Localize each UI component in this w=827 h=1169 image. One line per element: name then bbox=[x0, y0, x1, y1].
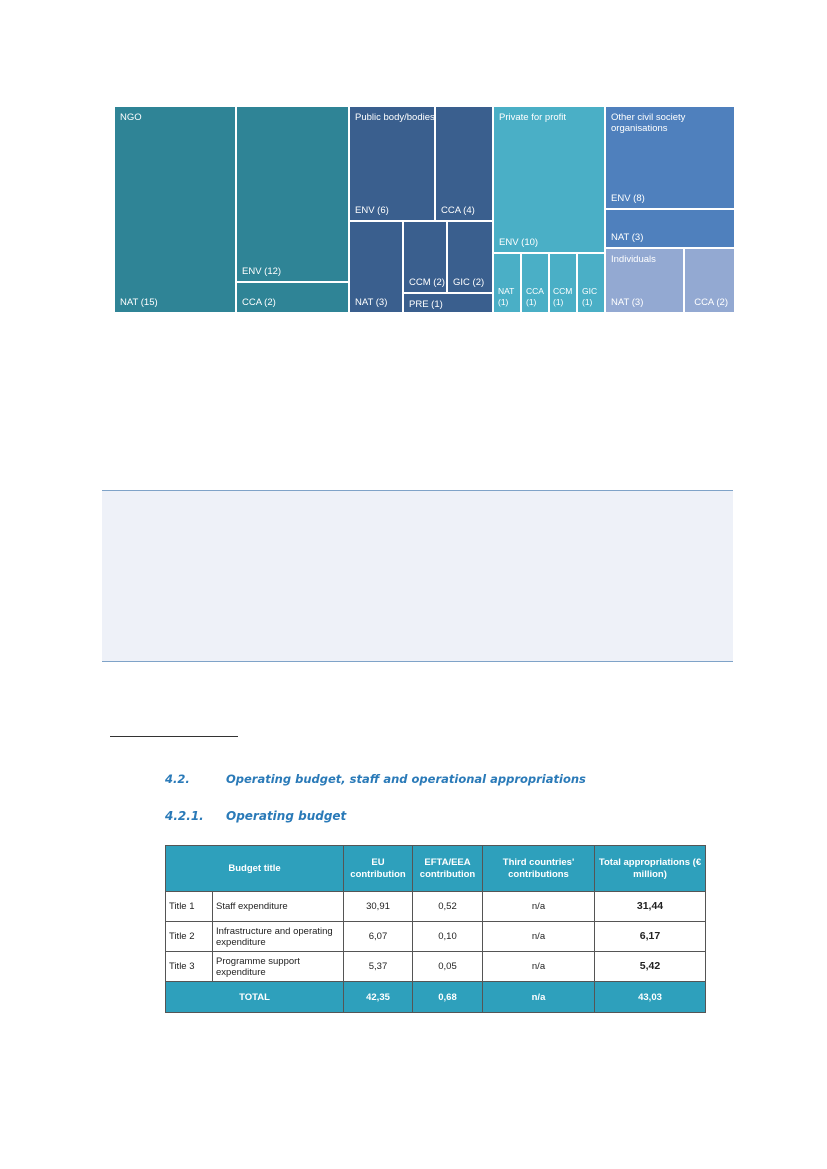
treemap-private-ccm: CCM (1) bbox=[550, 254, 576, 312]
row-description: Staff expenditure bbox=[212, 891, 344, 922]
row-total: 6,17 bbox=[594, 921, 706, 952]
row-total: 5,42 bbox=[594, 951, 706, 982]
treemap-public-cca-label: CCA (4) bbox=[441, 205, 475, 216]
table-row: Title 1 Staff expenditure 30,91 0,52 n/a… bbox=[165, 891, 706, 922]
treemap-public-label: Public body/bodies bbox=[355, 112, 435, 123]
row-efta: 0,52 bbox=[412, 891, 483, 922]
treemap-individuals-cca-label: CCA (2) bbox=[694, 297, 728, 308]
total-eu: 42,35 bbox=[343, 981, 413, 1013]
row-eu: 5,37 bbox=[343, 951, 413, 982]
treemap-other-env: Other civil society organisations ENV (8… bbox=[606, 107, 734, 208]
row-title: Title 1 bbox=[165, 891, 213, 922]
treemap-private-cca-label: CCA (1) bbox=[526, 286, 544, 307]
treemap-private-label: Private for profit bbox=[499, 112, 567, 123]
treemap-private-gic: GIC (1) bbox=[578, 254, 604, 312]
treemap-ngo-env: ENV (12) bbox=[237, 107, 348, 281]
header-budget-title: Budget title bbox=[165, 845, 344, 892]
table-row: Title 3 Programme support expenditure 5,… bbox=[165, 951, 706, 982]
treemap-other-label: Other civil society organisations bbox=[611, 112, 686, 134]
total-efta: 0,68 bbox=[412, 981, 483, 1013]
treemap-individuals-label: Individuals bbox=[611, 254, 656, 265]
treemap-public-cca: CCA (4) bbox=[436, 107, 492, 220]
treemap-ngo-cca-label: CCA (2) bbox=[242, 297, 276, 308]
operating-budget-table: Budget title EU contribution EFTA/EEA co… bbox=[165, 845, 706, 1013]
table-row: Title 2 Infrastructure and operating exp… bbox=[165, 921, 706, 952]
treemap-public-ccm: CCM (2) bbox=[404, 222, 446, 292]
header-eu-contribution: EU contribution bbox=[343, 845, 413, 892]
section-heading-4-2-1: 4.2.1. Operating budget bbox=[165, 809, 346, 823]
row-third: n/a bbox=[482, 891, 595, 922]
treemap-private-nat-label: NAT (1) bbox=[498, 286, 515, 307]
treemap-other-env-label: ENV (8) bbox=[611, 193, 645, 204]
row-title: Title 3 bbox=[165, 951, 213, 982]
row-total: 31,44 bbox=[594, 891, 706, 922]
section-number: 4.2. bbox=[165, 772, 190, 786]
treemap-public-nat-label: NAT (3) bbox=[355, 297, 388, 308]
row-description: Programme support expenditure bbox=[212, 951, 344, 982]
header-efta-contribution: EFTA/EEA contribution bbox=[412, 845, 483, 892]
treemap-individuals-cca: CCA (2) bbox=[685, 249, 734, 312]
treemap-public-nat: NAT (3) bbox=[350, 222, 402, 312]
row-title: Title 2 bbox=[165, 921, 213, 952]
row-eu: 6,07 bbox=[343, 921, 413, 952]
treemap-ngo-nat-label: NAT (15) bbox=[120, 297, 158, 308]
section-heading-4-2: 4.2. Operating budget, staff and operatio… bbox=[165, 772, 586, 786]
treemap-private-ccm-label: CCM (1) bbox=[553, 286, 573, 307]
treemap-public-pre-label: PRE (1) bbox=[409, 299, 443, 310]
treemap-other-nat-label: NAT (3) bbox=[611, 232, 644, 243]
treemap-public-env-label: ENV (6) bbox=[355, 205, 389, 216]
header-third-countries: Third countries' contributions bbox=[482, 845, 595, 892]
info-box bbox=[102, 490, 733, 662]
footnote-separator bbox=[110, 736, 238, 737]
row-third: n/a bbox=[482, 951, 595, 982]
treemap-public-ccm-label: CCM (2) bbox=[409, 277, 445, 288]
treemap-ngo-label: NGO bbox=[120, 112, 142, 123]
row-third: n/a bbox=[482, 921, 595, 952]
total-total: 43,03 bbox=[594, 981, 706, 1013]
table-total-row: TOTAL 42,35 0,68 n/a 43,03 bbox=[165, 981, 706, 1013]
row-efta: 0,10 bbox=[412, 921, 483, 952]
treemap-public-gic-label: GIC (2) bbox=[453, 277, 485, 288]
treemap-other-nat: NAT (3) bbox=[606, 210, 734, 247]
treemap-private-gic-label: GIC (1) bbox=[582, 286, 598, 307]
header-total-appropriations: Total appropriations (€ million) bbox=[594, 845, 706, 892]
section-title: Operating budget bbox=[226, 809, 347, 823]
row-efta: 0,05 bbox=[412, 951, 483, 982]
treemap-private-cca: CCA (1) bbox=[522, 254, 548, 312]
treemap-public-env: Public body/bodies ENV (6) bbox=[350, 107, 435, 220]
treemap-ngo-cca: CCA (2) bbox=[237, 283, 348, 312]
row-description: Infrastructure and operating expenditure bbox=[212, 921, 344, 952]
table-header-row: Budget title EU contribution EFTA/EEA co… bbox=[165, 845, 706, 892]
treemap-individuals-nat: Individuals NAT (3) bbox=[606, 249, 683, 312]
section-title: Operating budget, staff and operational … bbox=[226, 772, 586, 786]
treemap-private-nat: NAT (1) bbox=[494, 254, 520, 312]
treemap-ngo-nat: NGO NAT (15) bbox=[115, 107, 235, 312]
row-eu: 30,91 bbox=[343, 891, 413, 922]
treemap-public-gic: GIC (2) bbox=[448, 222, 492, 292]
section-number: 4.2.1. bbox=[165, 809, 204, 823]
treemap-private-env-label: ENV (10) bbox=[499, 237, 539, 248]
treemap-public-pre: PRE (1) bbox=[404, 294, 492, 312]
treemap-ngo-env-label: ENV (12) bbox=[242, 266, 282, 277]
treemap-individuals-nat-label: NAT (3) bbox=[611, 297, 644, 308]
treemap-private-env: Private for profit ENV (10) bbox=[494, 107, 604, 252]
total-third: n/a bbox=[482, 981, 595, 1013]
total-label: TOTAL bbox=[165, 981, 344, 1013]
